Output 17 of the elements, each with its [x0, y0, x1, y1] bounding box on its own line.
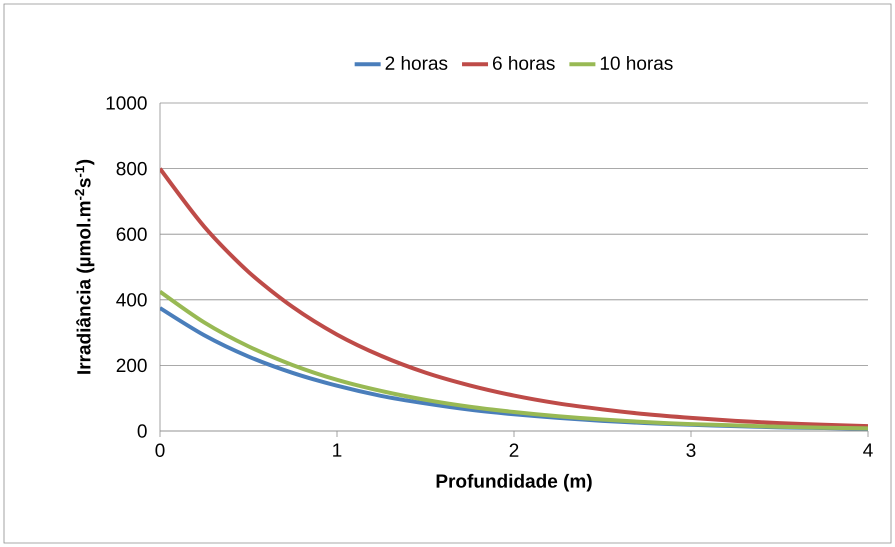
y-tick-label: 200 — [116, 358, 147, 372]
legend-label: 6 horas — [492, 56, 555, 70]
x-tick-label: 3 — [686, 444, 696, 457]
y-tick-label: 800 — [116, 162, 147, 176]
y-tick-label: 600 — [116, 227, 147, 241]
x-tick-label: 1 — [333, 444, 342, 457]
y-tick-label: 0 — [138, 424, 147, 438]
y-tick-label: 1000 — [106, 96, 147, 110]
y-tick-label: 400 — [116, 293, 147, 307]
x-tick-label: 0 — [155, 444, 165, 457]
legend-label: 2 horas — [386, 56, 448, 70]
x-tick-label: 2 — [510, 444, 518, 457]
text: Irradiância (µmol.m$^{-2}$s$^{-1}$) — [74, 160, 94, 374]
x-axis-title: Profundidade (m) — [436, 474, 592, 492]
x-tick-label: 4 — [863, 444, 873, 457]
legend-label: 10 horas — [600, 56, 673, 70]
line-series — [160, 166, 868, 428]
